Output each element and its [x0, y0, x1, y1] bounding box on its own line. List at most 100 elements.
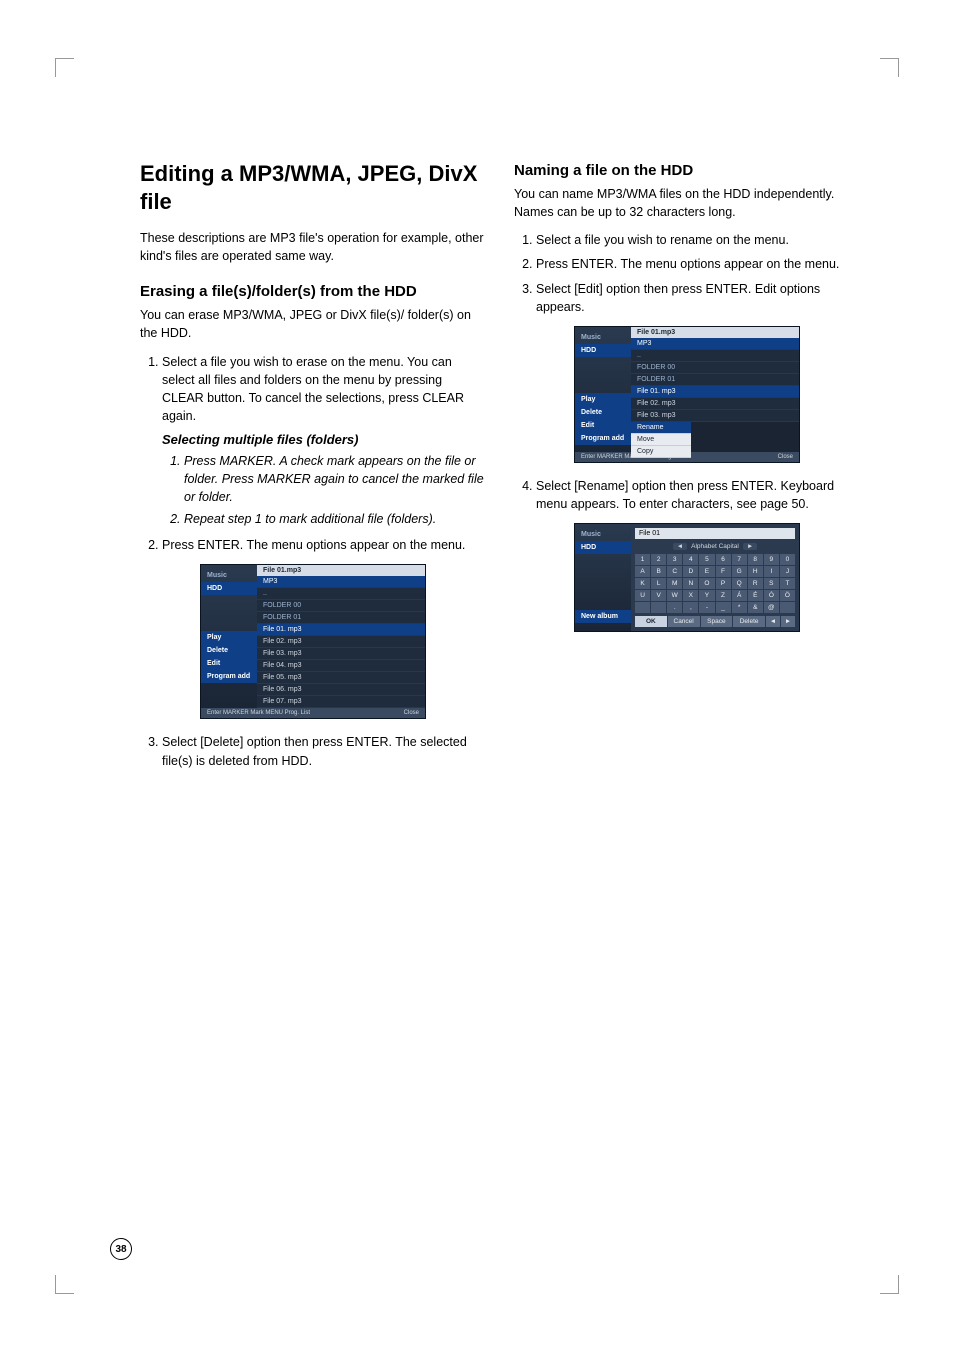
erase-step-3: Select [Delete] option then press ENTER.… [162, 733, 486, 769]
shot3-source: HDD [575, 541, 631, 554]
shot2-file2: File 02. mp3 [631, 398, 799, 410]
shot1-foot-left: Enter MARKER Mark MENU Prog. List [207, 710, 310, 716]
erasing-intro: You can erase MP3/WMA, JPEG or DivX file… [140, 306, 486, 342]
page-number: 38 [110, 1238, 132, 1260]
erase-step-1: Select a file you wish to erase on the m… [162, 353, 486, 529]
shot2-brand: Music [575, 331, 631, 344]
shot3-key: 2 [651, 554, 666, 565]
shot3-key: A [635, 566, 650, 577]
shot3-mode-left-icon: ◄ [673, 543, 687, 550]
selecting-multiple-heading: Selecting multiple files (folders) [162, 431, 486, 450]
shot1-side-play: Play [201, 631, 257, 644]
shot3-key: 4 [683, 554, 698, 565]
shot3-key: & [748, 602, 763, 613]
shot3-key: O [699, 578, 714, 589]
left-column: Editing a MP3/WMA, JPEG, DivX file These… [140, 160, 486, 780]
crop-mark-bl [55, 1275, 74, 1294]
shot3-key: R [748, 578, 763, 589]
music-menu-screenshot-1: Music HDD Play Delete Edit Program add F… [200, 564, 426, 719]
shot3-key: N [683, 578, 698, 589]
naming-step-2: Press ENTER. The menu options appear on … [536, 255, 860, 273]
shot3-mode-label: Alphabet Capital [691, 543, 739, 550]
shot3-key: H [748, 566, 763, 577]
shot3-key: 8 [748, 554, 763, 565]
shot1-up: .. [257, 588, 425, 600]
shot1-side-edit: Edit [201, 657, 257, 670]
shot3-key: M [667, 578, 682, 589]
shot3-key: K [635, 578, 650, 589]
shot3-key: 6 [716, 554, 731, 565]
shot3-key: E [699, 566, 714, 577]
music-menu-screenshot-2: Music HDD Play Delete Edit Program add F… [574, 326, 800, 463]
intro-paragraph: These descriptions are MP3 file's operat… [140, 229, 486, 265]
crop-mark-tr [880, 58, 899, 77]
keyboard-screenshot: Music HDD New album File 01 ◄ Alphabet C… [574, 523, 800, 632]
naming-step-1: Select a file you wish to rename on the … [536, 231, 860, 249]
shot1-title: File 01.mp3 [257, 565, 425, 576]
main-heading: Editing a MP3/WMA, JPEG, DivX file [140, 160, 486, 215]
shot3-btn-delete: Delete [733, 616, 765, 627]
crop-mark-tl [55, 58, 74, 77]
shot1-side-program: Program add [201, 670, 257, 683]
shot1-file6: File 06. mp3 [257, 684, 425, 696]
shot3-key: 5 [699, 554, 714, 565]
naming-steps-cont: Select [Rename] option then press ENTER.… [514, 477, 860, 513]
shot3-key: , [683, 602, 698, 613]
shot2-title: File 01.mp3 [631, 327, 799, 338]
shot3-key: X [683, 590, 698, 601]
marker-substep-1: Press MARKER. A check mark appears on th… [184, 452, 486, 506]
erase-steps-cont: Select [Delete] option then press ENTER.… [140, 733, 486, 769]
shot3-key: L [651, 578, 666, 589]
shot3-key [651, 602, 666, 613]
shot3-key: 9 [764, 554, 779, 565]
shot3-key: P [716, 578, 731, 589]
naming-steps: Select a file you wish to rename on the … [514, 231, 860, 316]
shot2-tab: MP3 [631, 338, 799, 350]
shot3-key: Y [699, 590, 714, 601]
shot2-file3: File 03. mp3 [631, 410, 799, 422]
naming-step-3: Select [Edit] option then press ENTER. E… [536, 280, 860, 316]
shot3-brand: Music [575, 528, 631, 541]
shot1-brand: Music [201, 569, 257, 582]
naming-heading: Naming a file on the HDD [514, 162, 860, 179]
shot3-key: G [732, 566, 747, 577]
shot1-file1: File 01. mp3 [257, 624, 425, 636]
shot3-key: C [667, 566, 682, 577]
shot3-key: _ [716, 602, 731, 613]
right-column: Naming a file on the HDD You can name MP… [514, 160, 860, 780]
shot1-folder1: FOLDER 01 [257, 612, 425, 624]
erasing-heading: Erasing a file(s)/folder(s) from the HDD [140, 283, 486, 300]
shot1-file4: File 04. mp3 [257, 660, 425, 672]
shot2-side-play: Play [575, 393, 631, 406]
shot3-key [635, 602, 650, 613]
shot3-key: 7 [732, 554, 747, 565]
shot3-btn-space: Space [701, 616, 733, 627]
shot3-key: É [748, 590, 763, 601]
shot1-file5: File 05. mp3 [257, 672, 425, 684]
shot3-key [780, 602, 795, 613]
shot2-popup-copy: Copy [631, 446, 691, 458]
shot3-input-field: File 01 [635, 528, 795, 539]
crop-mark-br [880, 1275, 899, 1294]
shot3-key: @ [764, 602, 779, 613]
shot3-key: F [716, 566, 731, 577]
shot1-file7: File 07. mp3 [257, 696, 425, 708]
shot3-key: 3 [667, 554, 682, 565]
naming-step-4: Select [Rename] option then press ENTER.… [536, 477, 860, 513]
shot1-folder0: FOLDER 00 [257, 600, 425, 612]
shot3-btn-right: ► [781, 616, 795, 627]
shot3-key: V [651, 590, 666, 601]
shot1-source: HDD [201, 582, 257, 595]
shot1-foot-right: Close [404, 710, 419, 716]
shot2-foot-right: Close [778, 454, 793, 460]
shot2-folder1: FOLDER 01 [631, 374, 799, 386]
shot3-mode-right-icon: ► [743, 543, 757, 550]
shot3-key: Z [716, 590, 731, 601]
shot3-key: I [764, 566, 779, 577]
erase-steps: Select a file you wish to erase on the m… [140, 353, 486, 555]
shot3-key: T [780, 578, 795, 589]
shot2-side-edit: Edit [575, 419, 631, 432]
shot3-key-grid: 1234567890ABCDEFGHIJKLMNOPQRSTUVWXYZÁÉÓÖ… [635, 554, 795, 613]
shot3-key: - [699, 602, 714, 613]
shot3-key: Ö [780, 590, 795, 601]
